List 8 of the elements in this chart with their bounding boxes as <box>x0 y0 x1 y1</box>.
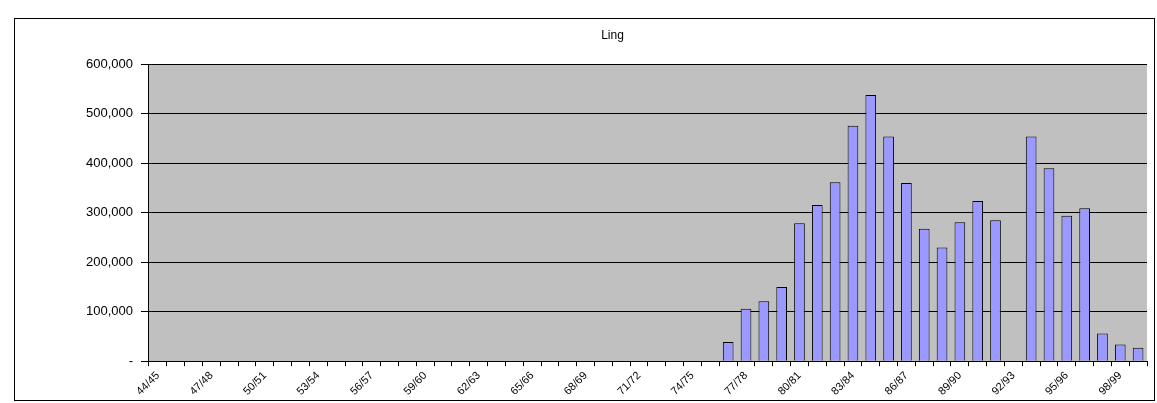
y-tick-label: - <box>128 352 133 368</box>
y-tick-label: 200,000 <box>85 253 133 269</box>
y-tick-label: 100,000 <box>85 303 133 319</box>
y-tick-label: 400,000 <box>85 154 133 170</box>
chart-title: Ling <box>601 27 624 42</box>
y-tick-label: 500,000 <box>85 105 133 121</box>
y-tick-label: 600,000 <box>85 55 133 71</box>
y-tick-label: 300,000 <box>85 204 133 220</box>
